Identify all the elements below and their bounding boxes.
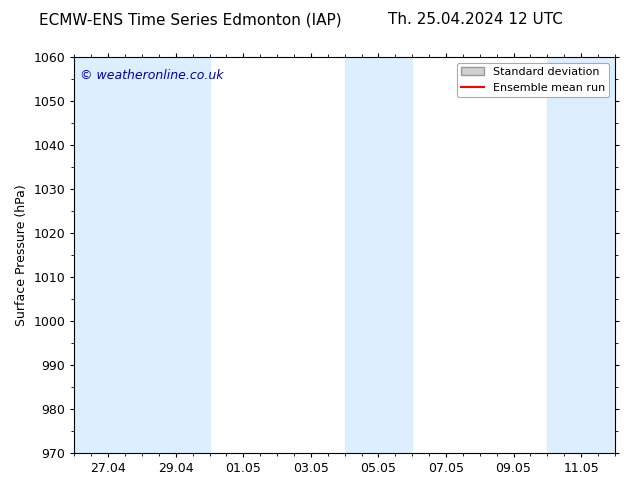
Y-axis label: Surface Pressure (hPa): Surface Pressure (hPa): [15, 184, 28, 326]
Bar: [142, 57, 210, 453]
Bar: [345, 57, 412, 453]
Bar: [74, 57, 142, 453]
Text: Th. 25.04.2024 12 UTC: Th. 25.04.2024 12 UTC: [388, 12, 563, 27]
Text: © weatheronline.co.uk: © weatheronline.co.uk: [80, 69, 223, 82]
Bar: [547, 57, 615, 453]
Legend: Standard deviation, Ensemble mean run: Standard deviation, Ensemble mean run: [457, 63, 609, 97]
Text: ECMW-ENS Time Series Edmonton (IAP): ECMW-ENS Time Series Edmonton (IAP): [39, 12, 342, 27]
